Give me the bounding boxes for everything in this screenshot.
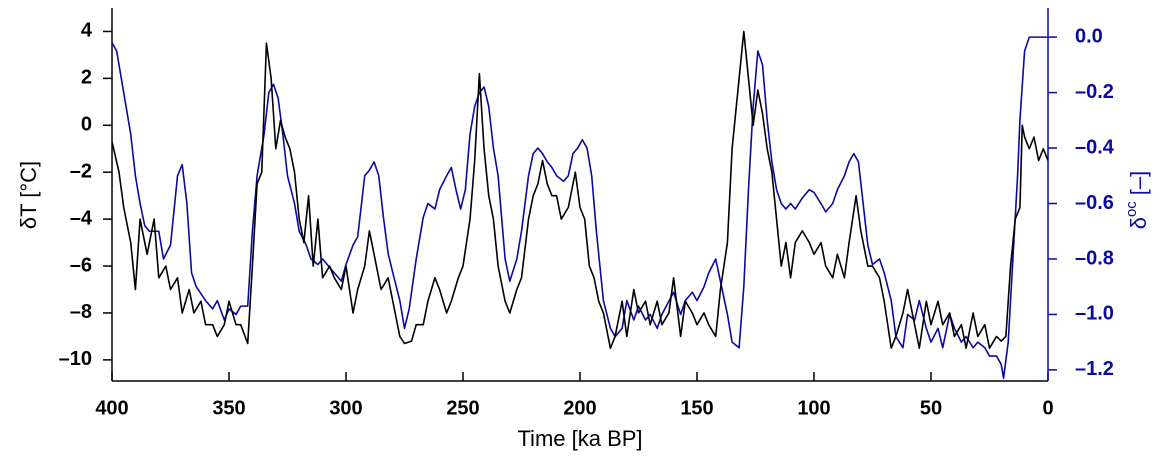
x-tick-label: 200 <box>563 397 596 419</box>
y2-tick-label: –0.4 <box>1075 136 1115 158</box>
y-tick-label: –10 <box>59 348 92 370</box>
y-tick-label: 0 <box>81 114 92 136</box>
y2-label-superscript: oc <box>1123 201 1140 217</box>
x-tick-label: 150 <box>680 397 713 419</box>
series-line <box>111 36 1048 380</box>
y-axis-label: δT [°C] <box>16 161 41 229</box>
y2-label-unit: [–] <box>1126 171 1151 195</box>
y2-tick-label: –1.0 <box>1075 303 1114 325</box>
y2-tick-label: –0.8 <box>1075 247 1114 269</box>
y2-label-symbol: δ <box>1126 217 1151 229</box>
y2-tick-label: 0.0 <box>1075 25 1103 47</box>
y-tick-label: –4 <box>70 207 93 229</box>
x-tick-label: 250 <box>446 397 479 419</box>
y-tick-label: 2 <box>81 67 92 89</box>
y-tick-label: –6 <box>70 254 92 276</box>
x-tick-label: 100 <box>797 397 830 419</box>
x-axis-label: Time [ka BP] <box>517 426 642 451</box>
x-tick-label: 0 <box>1042 397 1053 419</box>
x-tick-label: 300 <box>329 397 362 419</box>
series-line <box>111 30 1049 349</box>
y-tick-label: –8 <box>70 301 92 323</box>
y2-tick-label: –1.2 <box>1075 358 1114 380</box>
x-tick-label: 350 <box>212 397 245 419</box>
y2-tick-label: –0.6 <box>1075 192 1114 214</box>
x-tick-label: 400 <box>95 397 128 419</box>
x-tick-label: 50 <box>920 397 942 419</box>
y-tick-label: 4 <box>81 20 93 42</box>
y2-tick-label: –0.2 <box>1075 81 1114 103</box>
y-tick-label: –2 <box>70 160 92 182</box>
y2-axis-label: δoc [–] <box>1123 171 1151 230</box>
